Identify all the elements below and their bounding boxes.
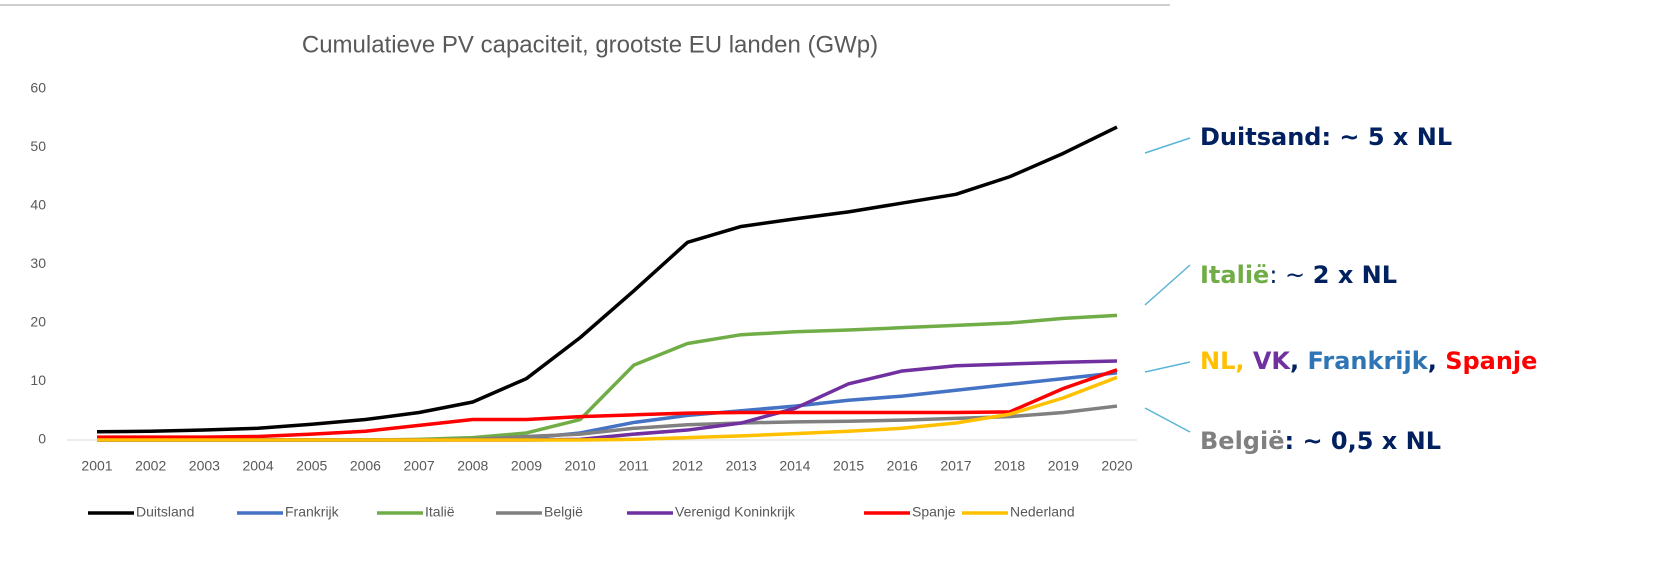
x-tick-label: 2018 <box>994 458 1025 474</box>
pointer <box>1144 264 1191 306</box>
y-tick-label: 20 <box>30 314 46 330</box>
annotation-part: België <box>1200 427 1284 455</box>
x-tick-label: 2010 <box>565 458 596 474</box>
annotation: Duitsand: ~ 5 x NL <box>1200 123 1452 151</box>
y-tick-label: 30 <box>30 255 46 271</box>
annotation: Italië: ~ 2 x NL <box>1200 261 1397 289</box>
pointer <box>1144 407 1191 433</box>
annotation-part: 2 x NL <box>1313 261 1397 289</box>
annotation-part: Frankrijk <box>1308 347 1429 375</box>
x-tick-label: 2012 <box>672 458 703 474</box>
series-line <box>97 375 1118 442</box>
annotation-part: NL, <box>1200 347 1253 375</box>
y-tick-label: 50 <box>30 138 46 154</box>
x-tick-label: 2007 <box>404 458 435 474</box>
series-line <box>96 125 1118 434</box>
x-tick-label: 2001 <box>81 458 112 474</box>
annotation-part: : ~ 0,5 x NL <box>1284 427 1441 455</box>
x-tick-label: 2019 <box>1048 458 1079 474</box>
x-tick-label: 2011 <box>619 458 649 474</box>
chart-title: Cumulatieve PV capaciteit, grootste EU l… <box>302 31 878 58</box>
annotation-part: Duitsand: ~ 5 x NL <box>1200 123 1452 151</box>
y-tick-label: 40 <box>30 197 46 213</box>
annotation: NL, VK, Frankrijk, Spanje <box>1200 347 1537 375</box>
legend-label: Duitsland <box>136 504 194 520</box>
legend-label: Nederland <box>1010 504 1075 520</box>
series-line <box>97 368 1118 439</box>
x-tick-label: 2017 <box>940 458 971 474</box>
x-tick-label: 2003 <box>189 458 220 474</box>
y-tick-label: 10 <box>30 372 46 388</box>
annotation-part: Spanje <box>1445 347 1537 375</box>
legend-label: Verenigd Koninkrijk <box>675 504 796 520</box>
annotation-part: , <box>1290 347 1307 375</box>
x-tick-label: 2020 <box>1101 458 1132 474</box>
y-tick-label: 60 <box>30 80 46 96</box>
annotation-part: VK <box>1253 347 1292 375</box>
x-tick-label: 2009 <box>511 458 542 474</box>
legend-label: Frankrijk <box>285 504 340 520</box>
pointer <box>1144 361 1191 373</box>
annotation-part: , <box>1428 347 1445 375</box>
pointers <box>1144 137 1191 433</box>
annotation: België: ~ 0,5 x NL <box>1200 427 1441 455</box>
x-tick-label: 2013 <box>726 458 757 474</box>
annotation-part: Italië <box>1200 261 1269 289</box>
legend-label: België <box>544 504 583 520</box>
x-tick-label: 2015 <box>833 458 864 474</box>
legend-label: Spanje <box>912 504 956 520</box>
x-tick-label: 2006 <box>350 458 381 474</box>
x-tick-label: 2005 <box>296 458 327 474</box>
y-tick-label: 0 <box>38 431 46 447</box>
legend-label: Italië <box>425 504 455 520</box>
pointer <box>1144 137 1191 154</box>
annotation-part: : ~ <box>1269 261 1312 289</box>
x-tick-label: 2014 <box>779 458 810 474</box>
x-tick-label: 2004 <box>242 458 273 474</box>
x-tick-label: 2016 <box>887 458 918 474</box>
x-tick-label: 2002 <box>135 458 166 474</box>
x-tick-label: 2008 <box>457 458 488 474</box>
